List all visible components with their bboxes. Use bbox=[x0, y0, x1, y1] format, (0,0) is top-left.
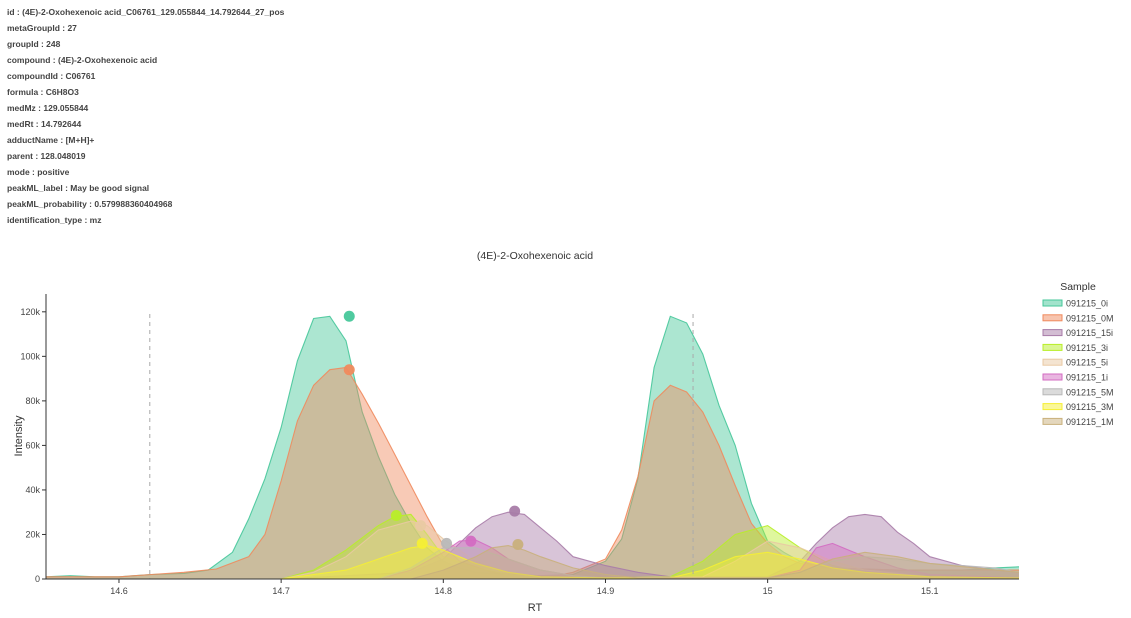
legend-swatch-9 bbox=[1042, 417, 1063, 425]
y-tick-label-3: 40k bbox=[25, 485, 40, 495]
series-area-3 bbox=[46, 512, 1019, 579]
legend-swatch-2 bbox=[1042, 314, 1063, 322]
y-axis-title: Intensity bbox=[13, 415, 25, 456]
chart-title: (4E)-2-Oxohexenoic acid bbox=[477, 250, 593, 262]
metadata-line-compound: compound : (4E)-2-Oxohexenoic acid bbox=[7, 55, 158, 65]
legend-item-9: 091215_1M bbox=[1042, 417, 1114, 427]
legend-label-6: 091215_1i bbox=[1066, 373, 1108, 383]
legend-swatch-8 bbox=[1042, 403, 1063, 411]
peak-marker-7 bbox=[441, 537, 453, 549]
x-axis-title: RT bbox=[528, 602, 543, 614]
peak-marker-9 bbox=[512, 538, 524, 550]
legend-label-8: 091215_3M bbox=[1066, 402, 1114, 412]
legend-item-6: 091215_1i bbox=[1042, 373, 1108, 383]
x-tick-label-1: 14.6 bbox=[110, 586, 128, 596]
series-area-1 bbox=[46, 316, 1019, 579]
axes: 14.6 14.7 14.8 14.9 15 15.1 0 20k 40k 60k 80k 100k 1… bbox=[20, 294, 1019, 596]
peak-marker-3 bbox=[509, 505, 521, 517]
plot-area bbox=[46, 310, 1019, 579]
legend-label-1: 091215_0i bbox=[1066, 299, 1108, 309]
legend-item-3: 091215_15i bbox=[1042, 328, 1113, 338]
legend: Sample 091215_0i 091215_0M 091215_15i 09121… bbox=[1042, 281, 1114, 427]
legend-item-8: 091215_3M bbox=[1042, 402, 1114, 412]
x-tick-label-5: 15 bbox=[763, 586, 773, 596]
legend-label-7: 091215_5M bbox=[1066, 387, 1114, 397]
series-area-2 bbox=[46, 367, 1019, 579]
metadata-panel: id : (4E)-2-Oxohexenoic acid_C06761_129.… bbox=[7, 4, 284, 228]
legend-item-4: 091215_3i bbox=[1042, 343, 1108, 353]
peak-marker-5 bbox=[415, 520, 427, 532]
metadata-line-identification-type: identification_type : mz bbox=[7, 215, 102, 225]
legend-swatch-7 bbox=[1042, 388, 1063, 396]
metadata-line-peakml-probability: peakML_probability : 0.579988360404968 bbox=[7, 199, 173, 209]
metadata-line-peakml-label: peakML_label : May be good signal bbox=[7, 183, 150, 193]
peak-marker-6 bbox=[465, 535, 477, 547]
y-tick-label-6: 100k bbox=[20, 351, 40, 361]
series-line-9 bbox=[46, 545, 1019, 579]
metadata-line-medmz: medMz : 129.055844 bbox=[7, 103, 89, 113]
legend-item-1: 091215_0i bbox=[1042, 299, 1108, 309]
metadata-line-mode: mode : positive bbox=[7, 167, 70, 177]
metadata-line-metagroupid: metaGroupId : 27 bbox=[7, 23, 77, 33]
metadata-line-compoundid: compoundId : C06761 bbox=[7, 71, 96, 81]
metadata-line-adductname: adductName : [M+H]+ bbox=[7, 135, 95, 145]
series-area-5 bbox=[46, 521, 1019, 579]
y-tick-label-1: 0 bbox=[35, 574, 40, 584]
legend-label-5: 091215_5i bbox=[1066, 358, 1108, 368]
x-tick-label-3: 14.8 bbox=[435, 586, 453, 596]
legend-swatch-6 bbox=[1042, 373, 1063, 381]
peak-marker-2 bbox=[343, 364, 355, 376]
x-tick-label-2: 14.7 bbox=[272, 586, 290, 596]
legend-label-9: 091215_1M bbox=[1066, 417, 1114, 427]
x-tick-label-6: 15.1 bbox=[921, 586, 939, 596]
series-area-6 bbox=[46, 540, 1019, 579]
metadata-line-id: id : (4E)-2-Oxohexenoic acid_C06761_129.… bbox=[7, 7, 285, 17]
y-tick-label-2: 20k bbox=[25, 529, 40, 539]
legend-label-3: 091215_15i bbox=[1066, 328, 1113, 338]
legend-swatch-4 bbox=[1042, 343, 1063, 351]
metadata-line-groupid: groupId : 248 bbox=[7, 39, 61, 49]
metadata-line-parent: parent : 128.048019 bbox=[7, 151, 86, 161]
x-tick-label-4: 14.9 bbox=[597, 586, 615, 596]
legend-item-7: 091215_5M bbox=[1042, 387, 1114, 397]
legend-label-4: 091215_3i bbox=[1066, 343, 1108, 353]
y-tick-label-4: 60k bbox=[25, 440, 40, 450]
y-tick-label-5: 80k bbox=[25, 396, 40, 406]
y-tick-label-7: 120k bbox=[20, 307, 40, 317]
peak-marker-4 bbox=[390, 510, 402, 522]
series-area-9 bbox=[46, 545, 1019, 579]
peak-marker-8 bbox=[416, 537, 428, 549]
legend-title: Sample bbox=[1060, 281, 1096, 293]
metadata-line-medrt: medRt : 14.792644 bbox=[7, 119, 82, 129]
peak-marker-1 bbox=[343, 310, 355, 322]
legend-label-2: 091215_0M bbox=[1066, 313, 1114, 323]
legend-swatch-3 bbox=[1042, 329, 1063, 337]
metadata-line-formula: formula : C6H8O3 bbox=[7, 87, 79, 97]
legend-item-2: 091215_0M bbox=[1042, 313, 1114, 323]
legend-item-5: 091215_5i bbox=[1042, 358, 1108, 368]
series-line-4 bbox=[46, 513, 1019, 579]
series-area-4 bbox=[46, 514, 1019, 579]
series-line-8 bbox=[46, 545, 1019, 579]
legend-swatch-1 bbox=[1042, 299, 1063, 307]
series-area-8 bbox=[46, 545, 1019, 579]
legend-swatch-5 bbox=[1042, 358, 1063, 366]
